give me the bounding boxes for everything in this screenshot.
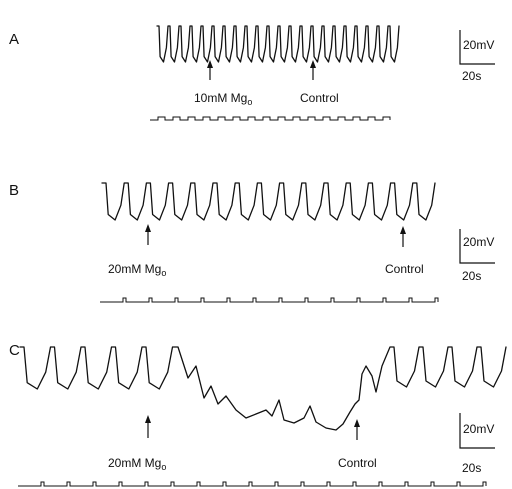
annotation-a-1-subscript: o — [247, 97, 252, 107]
annotation-b-2: Control — [385, 262, 424, 276]
voltage-trace-a — [156, 25, 400, 63]
arrow-a-1 — [207, 60, 213, 80]
annotation-b-1-subscript: o — [161, 268, 166, 278]
arrow-b-1 — [145, 224, 151, 245]
scale-voltage-b: 20mV — [463, 235, 494, 249]
time-marker-b — [100, 297, 439, 303]
arrow-a-2 — [310, 60, 316, 80]
annotation-b-1: 20mM Mgo — [108, 262, 166, 278]
scale-time-c: 20s — [462, 461, 481, 475]
annotation-c-1: 20mM Mgo — [108, 456, 166, 472]
scale-time-a: 20s — [462, 69, 481, 83]
scale-bar-a — [459, 30, 495, 65]
arrow-c-1 — [145, 415, 151, 438]
arrow-b-2 — [400, 226, 406, 247]
panel-letter-a: A — [9, 31, 19, 48]
annotation-c-1-subscript: o — [161, 462, 166, 472]
scale-bar-b — [459, 229, 495, 264]
scale-time-b: 20s — [462, 269, 481, 283]
annotation-c-2: Control — [338, 456, 377, 470]
time-marker-a — [150, 116, 391, 121]
annotation-a-1: 10mM Mgo — [194, 91, 252, 107]
annotation-a-1-label: 10mM Mg — [194, 91, 247, 105]
voltage-trace-b — [101, 182, 436, 221]
annotation-b-1-label: 20mM Mg — [108, 262, 161, 276]
panel-c: C 20mM Mgo Control 20mV 20s — [9, 342, 507, 487]
panel-letter-b: B — [9, 182, 19, 199]
arrow-c-2 — [354, 419, 360, 440]
annotation-c-1-label: 20mM Mg — [108, 456, 161, 470]
scale-voltage-a: 20mV — [463, 38, 494, 52]
scale-voltage-c: 20mV — [463, 422, 494, 436]
time-marker-c — [18, 481, 487, 487]
panel-b: B 20mM Mgo Control 20mV 20s — [9, 182, 495, 303]
panel-a: A 10mM Mgo Control 20mV 20s — [9, 25, 495, 121]
panel-letter-c: C — [9, 342, 20, 359]
scale-bar-c — [459, 413, 495, 449]
voltage-trace-c — [19, 346, 507, 431]
annotation-a-2: Control — [300, 91, 339, 105]
